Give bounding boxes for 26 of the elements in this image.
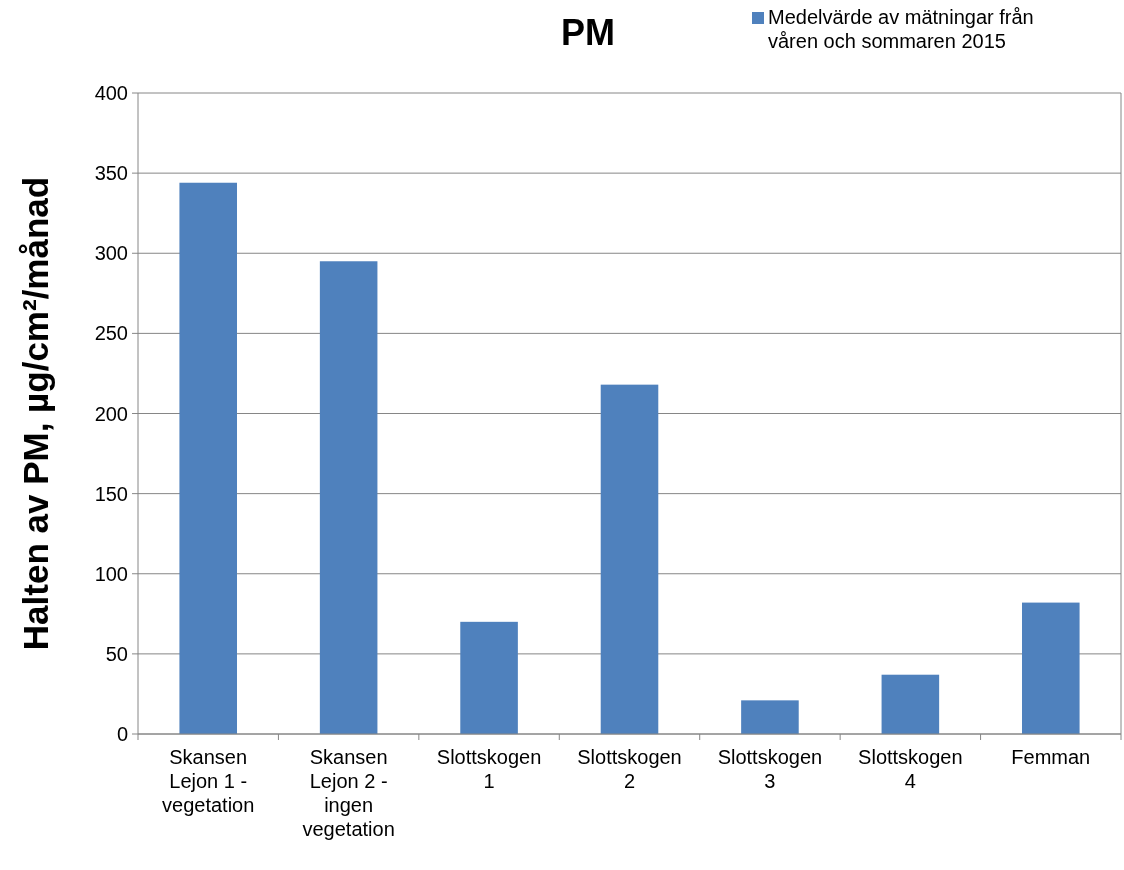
y-axis-title: Halten av PM, µg/cm²/månad xyxy=(16,176,55,651)
y-tick-label: 50 xyxy=(105,642,128,665)
bar xyxy=(741,700,799,734)
y-tick-label: 350 xyxy=(94,162,128,185)
x-tick-label: Slottskogen 1 xyxy=(436,746,542,792)
y-tick-label: 200 xyxy=(94,402,128,425)
bar xyxy=(600,384,659,734)
bar xyxy=(319,261,378,734)
chart-title: PM xyxy=(561,12,615,53)
x-tick-label: Slottskogen 4 xyxy=(858,746,963,792)
x-tick-label: Slottskogen 2 xyxy=(577,746,682,792)
y-tick-label: 100 xyxy=(94,562,128,585)
y-tick-label: 250 xyxy=(94,322,128,345)
bar xyxy=(179,182,237,734)
x-tick-label: Skansen Lejon 2 - ingen vegetation xyxy=(302,746,395,840)
bar xyxy=(460,621,518,734)
bar xyxy=(881,674,940,734)
bar xyxy=(1022,602,1080,734)
y-tick-label: 150 xyxy=(94,482,128,505)
y-tick-label: 400 xyxy=(94,82,128,104)
x-tick-label: Femman xyxy=(1011,746,1091,768)
y-tick-label: 0 xyxy=(116,723,128,745)
y-tick-label: 300 xyxy=(94,242,128,265)
x-tick-label: Skansen Lejon 1 - vegetation xyxy=(162,746,255,816)
x-tick-label: Slottskogen 3 xyxy=(717,746,823,792)
legend-label: Medelvärde av mätningar från våren och sommaren 2015 xyxy=(768,6,1034,52)
